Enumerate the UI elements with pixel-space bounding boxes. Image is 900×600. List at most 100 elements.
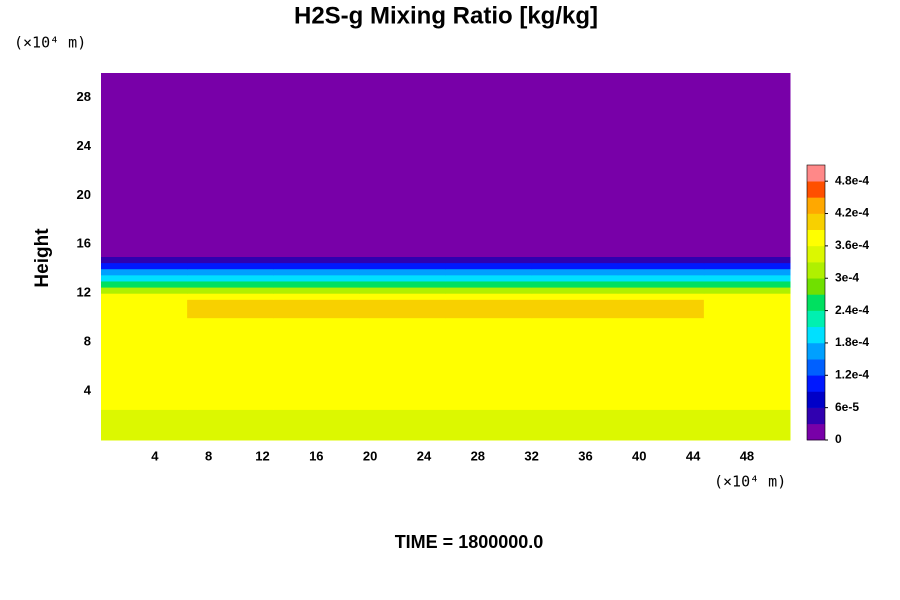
contour-cell bbox=[445, 268, 533, 276]
colorbar-swatch bbox=[807, 326, 825, 344]
colorbar-tick-label: 6e-5 bbox=[835, 400, 859, 414]
colorbar-swatch bbox=[807, 262, 825, 279]
contour-cell bbox=[187, 317, 274, 410]
contour-cell bbox=[531, 317, 619, 410]
contour-cell bbox=[445, 293, 533, 300]
contour-cell bbox=[273, 317, 360, 410]
contour-cell bbox=[273, 274, 360, 282]
x-tick-label: 36 bbox=[578, 448, 592, 463]
contour-cell bbox=[617, 274, 705, 282]
x-tick-label: 44 bbox=[686, 448, 701, 463]
x-tick-label: 32 bbox=[524, 448, 538, 463]
contour-cell bbox=[445, 280, 533, 288]
contour-cell bbox=[187, 262, 274, 270]
colorbar-tick-label: 3e-4 bbox=[835, 270, 859, 284]
contour-cell bbox=[531, 274, 619, 282]
contour-cell bbox=[703, 317, 791, 410]
x-tick-label: 20 bbox=[363, 448, 377, 463]
contour-cell bbox=[273, 73, 360, 257]
contour-cell bbox=[359, 262, 446, 270]
contour-cell bbox=[703, 299, 791, 319]
y-tick-label: 8 bbox=[84, 334, 91, 349]
colorbar-swatch bbox=[807, 213, 825, 231]
colorbar-swatch bbox=[807, 407, 825, 425]
colorbar-swatch bbox=[807, 181, 825, 198]
colorbar-swatch bbox=[807, 391, 825, 408]
contour-cell bbox=[703, 274, 791, 282]
contour-cell bbox=[703, 293, 791, 300]
contour-cell bbox=[531, 268, 619, 276]
contour-cell bbox=[531, 409, 619, 441]
contour-cell bbox=[445, 409, 533, 441]
contour-cell bbox=[703, 280, 791, 288]
contour-cell bbox=[703, 73, 791, 257]
y-tick-label: 28 bbox=[77, 89, 91, 104]
contour-cell bbox=[703, 262, 791, 270]
contour-cell bbox=[359, 299, 446, 319]
contour-cell bbox=[445, 73, 533, 257]
contour-cell bbox=[445, 256, 533, 264]
contour-cell bbox=[531, 256, 619, 264]
contour-cell bbox=[445, 274, 533, 282]
colorbar-tick-label: 2.4e-4 bbox=[835, 303, 869, 317]
contour-cell bbox=[359, 274, 446, 282]
contour-cell bbox=[273, 299, 360, 319]
colorbar-swatch bbox=[807, 342, 825, 360]
colorbar-swatch bbox=[807, 294, 825, 311]
contour-cell bbox=[531, 280, 619, 288]
contour-cell bbox=[101, 280, 188, 288]
y-tick-label: 12 bbox=[77, 285, 91, 300]
colorbar-tick-label: 3.6e-4 bbox=[835, 238, 869, 252]
contour-cell bbox=[531, 293, 619, 300]
contour-cell bbox=[187, 299, 274, 319]
colorbar-tick-label: 4.8e-4 bbox=[835, 173, 869, 187]
colorbar-swatch bbox=[807, 165, 825, 182]
contour-cell bbox=[531, 262, 619, 270]
contour-cell bbox=[445, 317, 533, 410]
x-tick-label: 12 bbox=[255, 448, 269, 463]
contour-cell bbox=[101, 73, 188, 257]
contour-cell bbox=[531, 299, 619, 319]
contour-cell bbox=[703, 268, 791, 276]
x-tick-label: 28 bbox=[471, 448, 485, 463]
contour-cell bbox=[187, 256, 274, 264]
contour-cell bbox=[273, 280, 360, 288]
colorbar-swatch bbox=[807, 359, 825, 376]
contour-cell bbox=[617, 317, 705, 410]
x-tick-label: 40 bbox=[632, 448, 646, 463]
contour-cell bbox=[187, 293, 274, 300]
contour-cell bbox=[359, 73, 446, 257]
contour-cell bbox=[445, 287, 533, 294]
footer: TIME = 1800000.0 bbox=[395, 532, 544, 552]
colorbar-swatch bbox=[807, 245, 825, 263]
contour-cell bbox=[359, 409, 446, 441]
contour-cell bbox=[617, 293, 705, 300]
x-tick-label: 16 bbox=[309, 448, 323, 463]
contour-cell bbox=[187, 280, 274, 288]
contour-cell bbox=[187, 268, 274, 276]
contour-cell bbox=[359, 268, 446, 276]
colorbar-tick-label: 1.8e-4 bbox=[835, 335, 869, 349]
colorbar-swatch bbox=[807, 197, 825, 214]
contour-cell bbox=[531, 73, 619, 257]
contour-cell bbox=[273, 409, 360, 441]
contour-cell bbox=[273, 262, 360, 270]
contour-cell bbox=[101, 274, 188, 282]
chart-title: H2S-g Mixing Ratio [kg/kg] bbox=[294, 2, 598, 29]
x-tick-label: 24 bbox=[417, 448, 432, 463]
contour-cell bbox=[273, 268, 360, 276]
contour-cell bbox=[359, 317, 446, 410]
y-tick-label: 16 bbox=[77, 236, 91, 251]
contour-cell bbox=[617, 409, 705, 441]
contour-cell bbox=[445, 299, 533, 319]
contour-cell bbox=[101, 409, 188, 441]
contour-cell bbox=[187, 409, 274, 441]
contour-cell bbox=[101, 287, 188, 294]
colorbar-swatch bbox=[807, 229, 825, 247]
contour-cell bbox=[617, 287, 705, 294]
colorbar-tick-label: 1.2e-4 bbox=[835, 367, 869, 381]
contour-cell bbox=[273, 287, 360, 294]
contour-cell bbox=[359, 256, 446, 264]
contour-cell bbox=[703, 256, 791, 264]
